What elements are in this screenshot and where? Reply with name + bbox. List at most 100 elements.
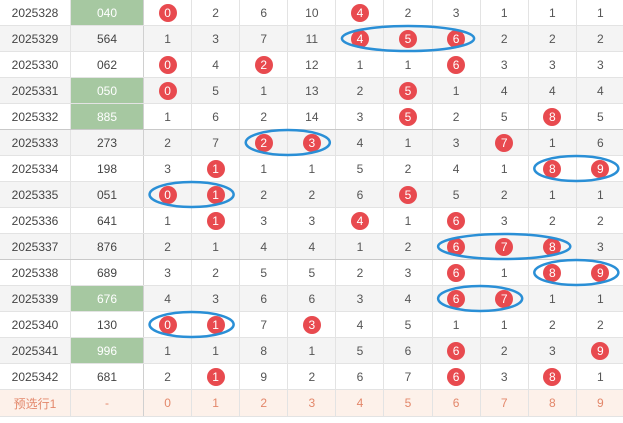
- hit-ball: 8: [543, 367, 562, 386]
- digit-cell-0: 1: [143, 25, 193, 52]
- digit-cell-3: 5: [287, 259, 337, 286]
- period-cell: 2025333: [0, 129, 71, 156]
- digit-cell-6: 6: [432, 233, 481, 260]
- hit-ball: 5: [399, 185, 418, 204]
- hit-ball: 7: [495, 237, 514, 256]
- digit-cell-6: 6: [432, 285, 481, 312]
- hit-ball: 6: [447, 29, 466, 48]
- hit-ball: 6: [447, 237, 466, 256]
- digit-cell-8: 1: [528, 129, 577, 156]
- preselect-digit-3[interactable]: 3: [287, 389, 337, 417]
- digit-cell-6: 3: [432, 0, 481, 26]
- hit-ball: 5: [399, 107, 418, 126]
- preselect-digit-2[interactable]: 2: [239, 389, 289, 417]
- preselect-digit-4[interactable]: 4: [335, 389, 385, 417]
- digit-cell-5: 3: [383, 259, 433, 286]
- hit-ball: 1: [206, 159, 225, 178]
- digit-cell-6: 1: [432, 311, 481, 338]
- digit-cell-8: 8: [528, 103, 577, 130]
- digit-cell-4: 4: [335, 129, 385, 156]
- digit-cell-6: 5: [432, 181, 481, 208]
- digit-cell-0: 0: [143, 311, 193, 338]
- table-row: 2025336 641 1 1 3 3 4 1 6 3 2 2: [0, 207, 623, 234]
- digit-cell-2: 1: [239, 155, 289, 182]
- period-cell: 2025335: [0, 181, 71, 208]
- digit-cell-5: 1: [383, 129, 433, 156]
- digit-cell-9: 1: [576, 0, 623, 26]
- digit-cell-7: 7: [480, 233, 529, 260]
- digit-cell-1: 2: [191, 259, 241, 286]
- digit-cell-8: 3: [528, 51, 577, 78]
- digit-cell-4: 1: [335, 233, 385, 260]
- digit-cell-5: 2: [383, 233, 433, 260]
- hit-ball: 1: [206, 211, 225, 230]
- digit-cell-1: 1: [191, 155, 241, 182]
- digit-cell-8: 2: [528, 25, 577, 52]
- digit-cell-8: 3: [528, 337, 577, 364]
- digit-cell-3: 1: [287, 155, 337, 182]
- digit-cell-3: 2: [287, 363, 337, 390]
- preselect-digit-1[interactable]: 1: [191, 389, 241, 417]
- digit-cell-8: 1: [528, 0, 577, 26]
- preselect-digit-0[interactable]: 0: [143, 389, 193, 417]
- draw-number-cell: 885: [70, 103, 144, 130]
- digit-cell-9: 1: [576, 285, 623, 312]
- digit-cell-4: 4: [335, 311, 385, 338]
- digit-cell-8: 2: [528, 311, 577, 338]
- digit-cell-8: 1: [528, 285, 577, 312]
- period-cell: 2025337: [0, 233, 71, 260]
- period-cell: 2025340: [0, 311, 71, 338]
- digit-cell-0: 1: [143, 337, 193, 364]
- draw-number-cell: 564: [70, 25, 144, 52]
- digit-cell-2: 2: [239, 103, 289, 130]
- preselect-digit-6[interactable]: 6: [432, 389, 481, 417]
- digit-cell-7: 3: [480, 207, 529, 234]
- digit-cell-7: 5: [480, 103, 529, 130]
- preselect-row: 预选行1-0 1 2 3 4 5 6 7 8 9: [0, 389, 623, 417]
- digit-cell-4: 4: [335, 207, 385, 234]
- hit-ball: 6: [447, 211, 466, 230]
- draw-number-cell: 876: [70, 233, 144, 260]
- hit-ball: 5: [399, 81, 418, 100]
- preselect-draw: -: [70, 389, 144, 417]
- digit-cell-5: 2: [383, 0, 433, 26]
- hit-ball: 6: [447, 367, 466, 386]
- digit-cell-9: 2: [576, 311, 623, 338]
- digit-cell-2: 7: [239, 25, 289, 52]
- digit-cell-5: 5: [383, 77, 433, 104]
- digit-cell-5: 5: [383, 181, 433, 208]
- table-row: 2025332 885 1 6 2 14 3 5 2 5 8 5: [0, 103, 623, 130]
- digit-cell-3: 4: [287, 233, 337, 260]
- draw-number-cell: 130: [70, 311, 144, 338]
- digit-cell-9: 2: [576, 25, 623, 52]
- digit-cell-1: 1: [191, 181, 241, 208]
- hit-ball: 6: [447, 289, 466, 308]
- draw-number-cell: 641: [70, 207, 144, 234]
- digit-cell-2: 6: [239, 285, 289, 312]
- digit-cell-0: 2: [143, 129, 193, 156]
- digit-cell-2: 6: [239, 0, 289, 26]
- hit-ball: 0: [158, 3, 177, 22]
- digit-cell-7: 7: [480, 129, 529, 156]
- digit-cell-1: 3: [191, 25, 241, 52]
- digit-cell-9: 9: [576, 337, 623, 364]
- preselect-digit-8[interactable]: 8: [528, 389, 577, 417]
- preselect-digit-9[interactable]: 9: [576, 389, 623, 417]
- digit-cell-9: 6: [576, 129, 623, 156]
- table-row: 2025340 130 0 1 7 3 4 5 1 1 2 2: [0, 311, 623, 338]
- preselect-digit-5[interactable]: 5: [383, 389, 433, 417]
- digit-cell-0: 0: [143, 0, 193, 26]
- hit-ball: 2: [254, 55, 273, 74]
- digit-cell-1: 6: [191, 103, 241, 130]
- hit-ball: 1: [206, 315, 225, 334]
- digit-cell-8: 8: [528, 363, 577, 390]
- period-cell: 2025338: [0, 259, 71, 286]
- period-cell: 2025329: [0, 25, 71, 52]
- digit-cell-7: 1: [480, 311, 529, 338]
- period-cell: 2025342: [0, 363, 71, 390]
- digit-cell-2: 5: [239, 259, 289, 286]
- hit-ball: 5: [399, 29, 418, 48]
- digit-cell-1: 3: [191, 285, 241, 312]
- hit-ball: 8: [543, 159, 562, 178]
- preselect-digit-7[interactable]: 7: [480, 389, 529, 417]
